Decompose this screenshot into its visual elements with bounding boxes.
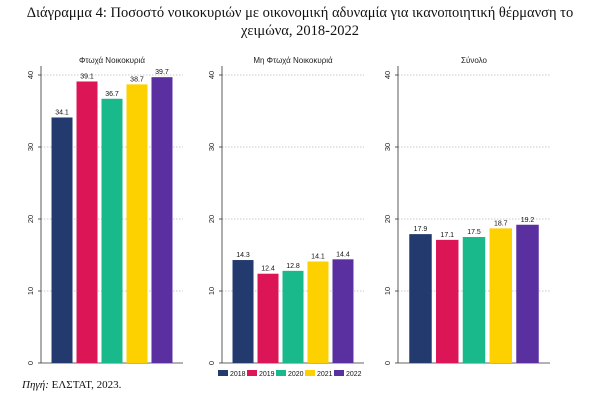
- panel-2-y-tick-label: 20: [207, 215, 216, 223]
- panel-1-data-label-2019: 39.1: [80, 73, 94, 80]
- source-note: Πηγή: ΕΛΣΤΑΤ, 2023.: [22, 379, 121, 391]
- panel-3-y-tick-label: 20: [383, 215, 392, 223]
- panel-1-bar-2018: [51, 117, 73, 363]
- panel-3-y-tick-label: 10: [383, 287, 392, 295]
- panel-1-bar-2022: [151, 77, 173, 363]
- panel-1-bar-2020: [101, 98, 123, 363]
- legend-label-2021: 2021: [317, 371, 333, 378]
- panel-1-y-tick-label: 40: [26, 71, 35, 79]
- panel-2-y-tick-label: 0: [207, 361, 216, 365]
- panel-2-bar-2021: [307, 261, 329, 363]
- panel-2-title: Μη Φτωχά Νοικοκυριά: [253, 56, 333, 65]
- chart-title-line-2: χειμώνα, 2018-2022: [241, 23, 359, 39]
- panel-1-data-label-2018: 34.1: [55, 109, 69, 116]
- panel-1-title: Φτωχά Νοικοκυριά: [79, 56, 145, 65]
- panel-2-y-tick-label: 40: [207, 71, 216, 79]
- panel-3-bar-2019: [436, 239, 459, 363]
- legend-swatch-2020: [276, 370, 286, 376]
- legend-label-2022: 2022: [346, 371, 362, 378]
- panel-2-data-label-2022: 14.4: [336, 251, 350, 258]
- panel-1-y-tick-label: 20: [26, 215, 35, 223]
- panel-3-bar-2021: [489, 228, 512, 363]
- panel-1-y-tick-label: 30: [26, 143, 35, 151]
- panel-2-y-tick-label: 10: [207, 287, 216, 295]
- panel-1-bar-2019: [76, 81, 98, 363]
- chart-title: Διάγραμμα 4: Ποσοστό νοικοκυριών με οικο…: [0, 4, 600, 40]
- chart-title-line-1: Διάγραμμα 4: Ποσοστό νοικοκυριών με οικο…: [26, 5, 574, 21]
- panel-3-bar-2018: [409, 234, 432, 363]
- panel-3-y-tick-label: 0: [383, 361, 392, 365]
- panel-1-data-label-2021: 38.7: [130, 76, 144, 83]
- legend-swatch-2022: [334, 370, 344, 376]
- panel-3-data-label-2019: 17.1: [440, 232, 454, 239]
- panel-3-y-tick-label: 40: [383, 71, 392, 79]
- panel-2-data-label-2021: 14.1: [311, 253, 325, 260]
- panel-3-title: Σύνολο: [461, 56, 487, 65]
- legend-label-2020: 2020: [288, 371, 304, 378]
- panel-1-bar-2021: [126, 84, 148, 364]
- panel-2-data-label-2020: 12.8: [286, 263, 300, 270]
- panel-2-bar-2019: [257, 273, 279, 363]
- panel-1-y-tick-label: 10: [26, 287, 35, 295]
- panel-2-bar-2022: [332, 259, 354, 363]
- panel-1-data-label-2022: 39.7: [155, 69, 169, 76]
- panel-3-data-label-2018: 17.9: [414, 226, 428, 233]
- legend-swatch-2021: [305, 370, 315, 376]
- source-label: Πηγή:: [22, 379, 49, 391]
- legend-swatch-2019: [247, 370, 257, 376]
- legend-label-2019: 2019: [259, 371, 275, 378]
- panel-2-data-label-2018: 14.3: [236, 252, 250, 259]
- source-text: ΕΛΣΤΑΤ, 2023.: [48, 379, 122, 391]
- panel-1-y-tick-label: 0: [26, 361, 35, 365]
- panel-3-data-label-2020: 17.5: [467, 229, 481, 236]
- panel-3-bar-2022: [516, 224, 539, 363]
- panel-2-bar-2018: [232, 260, 254, 363]
- panel-2-data-label-2019: 12.4: [261, 266, 275, 273]
- panel-3-y-tick-label: 30: [383, 143, 392, 151]
- legend-swatch-2018: [218, 370, 228, 376]
- panel-2-y-tick-label: 30: [207, 143, 216, 151]
- legend-label-2018: 2018: [230, 371, 246, 378]
- panel-2-bar-2020: [282, 270, 304, 363]
- panel-1-data-label-2020: 36.7: [105, 91, 119, 98]
- panel-3-data-label-2021: 18.7: [494, 220, 508, 227]
- panel-3-data-label-2022: 19.2: [521, 217, 535, 224]
- panel-3-bar-2020: [462, 237, 486, 363]
